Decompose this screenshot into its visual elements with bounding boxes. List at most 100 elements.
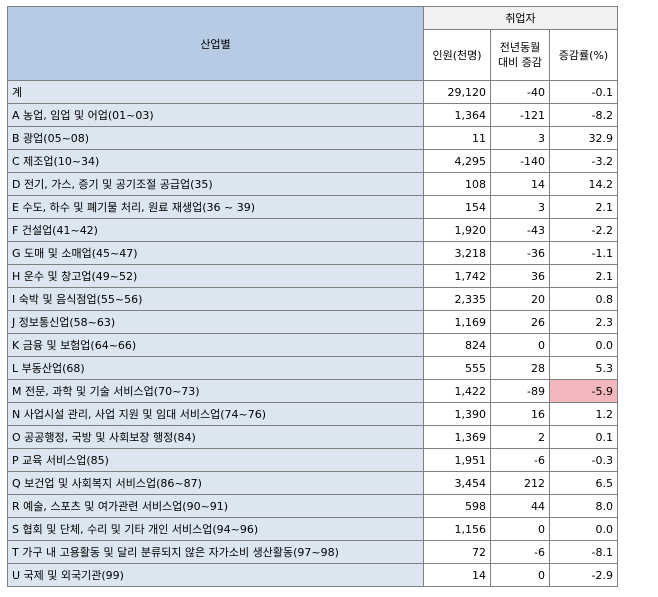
change-cell[interactable]: -6 (490, 448, 550, 472)
rate-cell[interactable]: -5.9 (549, 379, 618, 403)
table-row: K 금융 및 보험업(64~66) 824 0 0.0 (7, 333, 618, 357)
persons-cell[interactable]: 1,369 (423, 425, 491, 449)
persons-cell[interactable]: 72 (423, 540, 491, 564)
persons-cell[interactable]: 29,120 (423, 80, 491, 104)
industry-cell[interactable]: K 금융 및 보험업(64~66) (7, 333, 424, 357)
rate-cell[interactable]: -0.1 (549, 80, 618, 104)
rate-cell[interactable]: 0.8 (549, 287, 618, 311)
change-cell[interactable]: -40 (490, 80, 550, 104)
change-cell[interactable]: -36 (490, 241, 550, 265)
persons-cell[interactable]: 1,364 (423, 103, 491, 127)
industry-cell[interactable]: T 가구 내 고용활동 및 달리 분류되지 않은 자가소비 생산활동(97~98… (7, 540, 424, 564)
persons-cell[interactable]: 1,156 (423, 517, 491, 541)
change-cell[interactable]: 212 (490, 471, 550, 495)
change-cell[interactable]: 3 (490, 195, 550, 219)
rate-cell[interactable]: -3.2 (549, 149, 618, 173)
header-change-rate[interactable]: 증감률(%) (549, 29, 618, 81)
change-cell[interactable]: 0 (490, 517, 550, 541)
persons-cell[interactable]: 1,169 (423, 310, 491, 334)
industry-cell[interactable]: H 운수 및 창고업(49~52) (7, 264, 424, 288)
industry-cell[interactable]: F 건설업(41~42) (7, 218, 424, 242)
persons-cell[interactable]: 3,454 (423, 471, 491, 495)
change-cell[interactable]: -6 (490, 540, 550, 564)
industry-cell[interactable]: C 제조업(10~34) (7, 149, 424, 173)
rate-cell[interactable]: 1.2 (549, 402, 618, 426)
change-cell[interactable]: -121 (490, 103, 550, 127)
table-row: U 국제 및 외국기관(99) 14 0 -2.9 (7, 563, 618, 587)
persons-cell[interactable]: 154 (423, 195, 491, 219)
industry-cell[interactable]: Q 보건업 및 사회복지 서비스업(86~87) (7, 471, 424, 495)
header-industry[interactable]: 산업별 (7, 6, 424, 81)
rate-cell[interactable]: -2.9 (549, 563, 618, 587)
industry-cell[interactable]: 계 (7, 80, 424, 104)
change-cell[interactable]: 20 (490, 287, 550, 311)
change-cell[interactable]: -89 (490, 379, 550, 403)
rate-cell[interactable]: 0.0 (549, 517, 618, 541)
change-cell[interactable]: 28 (490, 356, 550, 380)
rate-cell[interactable]: 6.5 (549, 471, 618, 495)
rate-cell[interactable]: 2.1 (549, 195, 618, 219)
rate-cell[interactable]: 0.1 (549, 425, 618, 449)
persons-cell[interactable]: 11 (423, 126, 491, 150)
industry-cell[interactable]: M 전문, 과학 및 기술 서비스업(70~73) (7, 379, 424, 403)
rate-cell[interactable]: 5.3 (549, 356, 618, 380)
table-body: 계 29,120 -40 -0.1 A 농업, 임업 및 어업(01~03) 1,364-… (7, 80, 618, 587)
persons-cell[interactable]: 3,218 (423, 241, 491, 265)
persons-cell[interactable]: 1,390 (423, 402, 491, 426)
rate-cell[interactable]: 32.9 (549, 126, 618, 150)
rate-cell[interactable]: 2.3 (549, 310, 618, 334)
change-cell[interactable]: 2 (490, 425, 550, 449)
change-cell[interactable]: 16 (490, 402, 550, 426)
rate-cell[interactable]: -0.3 (549, 448, 618, 472)
rate-cell[interactable]: 14.2 (549, 172, 618, 196)
industry-cell[interactable]: J 정보통신업(58~63) (7, 310, 424, 334)
change-cell[interactable]: 0 (490, 563, 550, 587)
table-row: N 사업시설 관리, 사업 지원 및 임대 서비스업(74~76) 1,390 16… (7, 402, 618, 426)
persons-cell[interactable]: 824 (423, 333, 491, 357)
change-cell[interactable]: 26 (490, 310, 550, 334)
change-cell[interactable]: 36 (490, 264, 550, 288)
industry-cell[interactable]: P 교육 서비스업(85) (7, 448, 424, 472)
rate-cell[interactable]: 8.0 (549, 494, 618, 518)
change-cell[interactable]: 14 (490, 172, 550, 196)
industry-cell[interactable]: S 협회 및 단체, 수리 및 기타 개인 서비스업(94~96) (7, 517, 424, 541)
industry-cell[interactable]: G 도매 및 소매업(45~47) (7, 241, 424, 265)
rate-cell[interactable]: -8.1 (549, 540, 618, 564)
change-cell[interactable]: 44 (490, 494, 550, 518)
table-row: I 숙박 및 음식점업(55~56) 2,335 20 0.8 (7, 287, 618, 311)
change-cell[interactable]: -43 (490, 218, 550, 242)
table-row: P 교육 서비스업(85) 1,951 -6 -0.3 (7, 448, 618, 472)
persons-cell[interactable]: 14 (423, 563, 491, 587)
industry-cell[interactable]: D 전기, 가스, 증기 및 공기조절 공급업(35) (7, 172, 424, 196)
industry-cell[interactable]: L 부동산업(68) (7, 356, 424, 380)
persons-cell[interactable]: 555 (423, 356, 491, 380)
persons-cell[interactable]: 598 (423, 494, 491, 518)
persons-cell[interactable]: 1,742 (423, 264, 491, 288)
persons-cell[interactable]: 1,920 (423, 218, 491, 242)
industry-cell[interactable]: I 숙박 및 음식점업(55~56) (7, 287, 424, 311)
rate-cell[interactable]: -2.2 (549, 218, 618, 242)
change-cell[interactable]: 3 (490, 126, 550, 150)
header-persons[interactable]: 인원(천명) (423, 29, 491, 81)
change-cell[interactable]: -140 (490, 149, 550, 173)
change-cell[interactable]: 0 (490, 333, 550, 357)
industry-cell[interactable]: U 국제 및 외국기관(99) (7, 563, 424, 587)
table-row: D 전기, 가스, 증기 및 공기조절 공급업(35) 108 14 14.2 (7, 172, 618, 196)
persons-cell[interactable]: 108 (423, 172, 491, 196)
industry-cell[interactable]: N 사업시설 관리, 사업 지원 및 임대 서비스업(74~76) (7, 402, 424, 426)
persons-cell[interactable]: 4,295 (423, 149, 491, 173)
industry-cell[interactable]: E 수도, 하수 및 폐기물 처리, 원료 재생업(36 ~ 39) (7, 195, 424, 219)
rate-cell[interactable]: 2.1 (549, 264, 618, 288)
industry-cell[interactable]: O 공공행정, 국방 및 사회보장 행정(84) (7, 425, 424, 449)
industry-cell[interactable]: B 광업(05~08) (7, 126, 424, 150)
industry-cell[interactable]: R 예술, 스포츠 및 여가관련 서비스업(90~91) (7, 494, 424, 518)
header-yoy-change[interactable]: 전년동월 대비 증감 (490, 29, 550, 81)
persons-cell[interactable]: 1,951 (423, 448, 491, 472)
persons-cell[interactable]: 1,422 (423, 379, 491, 403)
rate-cell[interactable]: 0.0 (549, 333, 618, 357)
persons-cell[interactable]: 2,335 (423, 287, 491, 311)
rate-cell[interactable]: -8.2 (549, 103, 618, 127)
rate-cell[interactable]: -1.1 (549, 241, 618, 265)
industry-cell[interactable]: A 농업, 임업 및 어업(01~03) (7, 103, 424, 127)
header-employed[interactable]: 취업자 (423, 6, 618, 30)
